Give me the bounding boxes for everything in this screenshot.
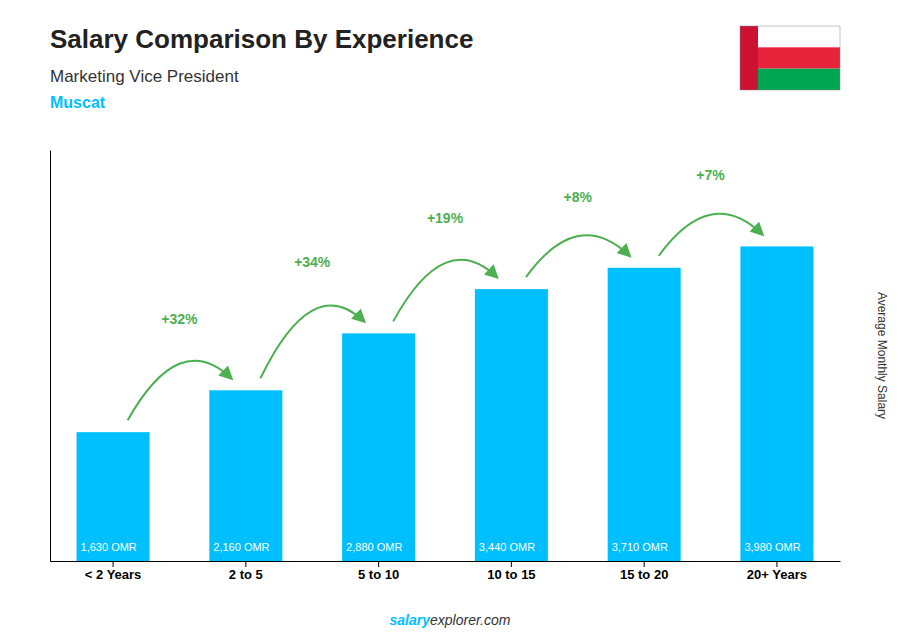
footer-part: salary	[390, 612, 432, 628]
bar	[77, 432, 150, 561]
plot: < 2 Years 2 to 5 5 to 10 10 to 15 15 to 20 20…	[51, 151, 841, 583]
change-label: +34%	[294, 254, 331, 270]
x-tick-label: 5 to 10	[358, 567, 399, 582]
y-axis	[50, 151, 51, 562]
change-arrow	[260, 305, 364, 378]
x-tick: 10 to 15	[487, 561, 535, 582]
x-tick-label: < 2 Years	[85, 567, 142, 582]
x-tick-line	[776, 561, 777, 567]
footer-part: explorer.com	[430, 612, 511, 628]
x-tick: 20+ Years	[747, 561, 807, 582]
change-arrow	[659, 214, 763, 256]
x-axis: < 2 Years 2 to 5 5 to 10 10 to 15 15 to 20 20…	[51, 561, 841, 582]
change-arrow	[393, 260, 497, 322]
bar	[740, 246, 813, 561]
change-label: +19%	[427, 210, 464, 226]
x-tick: 2 to 5	[229, 561, 263, 582]
x-tick: 15 to 20	[620, 561, 668, 582]
x-tick: < 2 Years	[85, 561, 142, 582]
x-tick-line	[644, 561, 645, 567]
data-label: 3,980 OMR	[744, 541, 800, 553]
change-label: +32%	[161, 311, 198, 327]
y-axis-title: Average Monthly Salary	[875, 292, 889, 419]
bar	[475, 289, 548, 561]
x-tick-line	[113, 561, 114, 567]
footer: salaryexplorer.com	[390, 612, 511, 628]
title: Salary Comparison By Experience	[50, 24, 473, 54]
change-arrow	[128, 361, 232, 421]
bar	[608, 268, 681, 561]
x-tick-label: 2 to 5	[229, 567, 263, 582]
x-tick: 5 to 10	[358, 561, 399, 582]
x-tick-label: 20+ Years	[747, 567, 807, 582]
bars	[77, 246, 814, 561]
data-label: 3,440 OMR	[479, 541, 535, 553]
subtitle: Muscat	[50, 94, 106, 111]
data-label: 3,710 OMR	[612, 541, 668, 553]
flag	[740, 26, 840, 90]
change-label: +7%	[696, 167, 725, 183]
data-label: 2,160 OMR	[213, 541, 269, 553]
x-tick-label: 15 to 20	[620, 567, 668, 582]
x-tick-line	[511, 561, 512, 567]
flag-stripe	[750, 69, 840, 90]
data-labels: 1,630 OMR 2,160 OMR 2,880 OMR 3,440 OMR 3,71…	[81, 541, 801, 553]
change-arrow	[526, 235, 630, 277]
flag-stripe	[740, 26, 758, 90]
y-axis-line	[50, 151, 51, 562]
chart: Salary Comparison By Experience Marketing…	[0, 0, 900, 641]
change-annotations: +32% +34% +19% +8% +7%	[128, 167, 763, 420]
flag-border	[740, 26, 840, 90]
data-label: 2,880 OMR	[346, 541, 402, 553]
x-tick-line	[378, 561, 379, 567]
x-tick-label: 10 to 15	[487, 567, 535, 582]
subtitle: Marketing Vice President	[50, 67, 239, 86]
bar	[342, 333, 415, 561]
change-label: +8%	[564, 189, 593, 205]
x-tick-line	[245, 561, 246, 567]
flag-stripe	[750, 26, 840, 47]
bar	[209, 390, 282, 561]
data-label: 1,630 OMR	[81, 541, 137, 553]
flag-stripe	[750, 47, 840, 68]
x-axis-line	[51, 561, 841, 562]
